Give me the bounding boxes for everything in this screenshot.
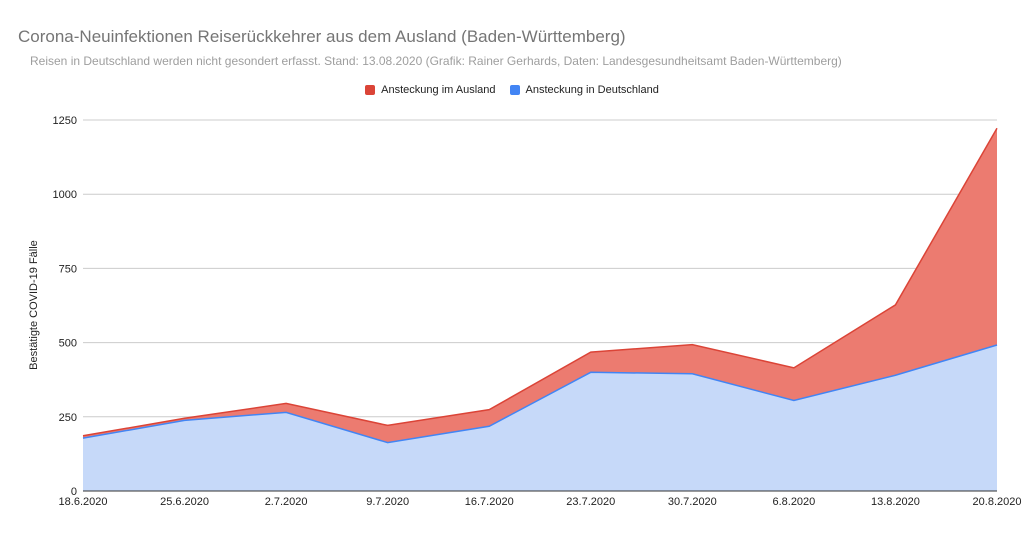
chart-areas <box>82 127 998 492</box>
line-ausland <box>82 127 998 437</box>
legend-label-ausland: Ansteckung im Ausland <box>381 84 496 96</box>
y-tick-label: 1250 <box>53 115 77 127</box>
y-tick-label: 750 <box>59 263 77 275</box>
chart-title: Corona-Neuinfektionen Reiserückkehrer au… <box>18 27 626 46</box>
legend-label-deutschland: Ansteckung in Deutschland <box>525 84 659 96</box>
x-tick-label: 18.6.2020 <box>59 496 108 508</box>
y-axis-ticks: 0 250 500 750 1000 1250 <box>53 115 77 498</box>
area-deutschland <box>83 344 997 491</box>
chart-subtitle: Reisen in Deutschland werden nicht geson… <box>30 54 842 68</box>
legend-swatch-deutschland <box>509 85 520 95</box>
legend-item-deutschland[interactable]: Ansteckung in Deutschland <box>509 84 659 96</box>
legend-item-ausland[interactable]: Ansteckung im Ausland <box>365 84 496 96</box>
chart-legend: Ansteckung im Ausland Ansteckung in Deut… <box>0 84 1024 96</box>
x-tick-label: 16.7.2020 <box>465 496 514 508</box>
x-tick-label: 23.7.2020 <box>566 496 615 508</box>
y-tick-label: 1000 <box>53 189 77 201</box>
x-tick-label: 6.8.2020 <box>772 496 815 508</box>
line-deutschland <box>82 344 998 444</box>
x-tick-label: 2.7.2020 <box>265 496 308 508</box>
x-tick-label: 25.6.2020 <box>160 496 209 508</box>
x-tick-label: 30.7.2020 <box>668 496 717 508</box>
x-tick-label: 9.7.2020 <box>366 496 409 508</box>
x-axis-ticks: 18.6.2020 25.6.2020 2.7.2020 9.7.2020 16.7.2… <box>59 496 1022 508</box>
y-tick-label: 0 <box>71 486 77 498</box>
y-tick-label: 500 <box>59 338 77 350</box>
x-tick-label: 20.8.2020 <box>973 496 1022 508</box>
area-ausland <box>83 128 997 443</box>
x-tick-label: 13.8.2020 <box>871 496 920 508</box>
legend-swatch-ausland <box>365 85 376 95</box>
y-tick-label: 250 <box>59 412 77 424</box>
y-axis-label: Bestätigte COVID-19 Fälle <box>28 240 40 370</box>
